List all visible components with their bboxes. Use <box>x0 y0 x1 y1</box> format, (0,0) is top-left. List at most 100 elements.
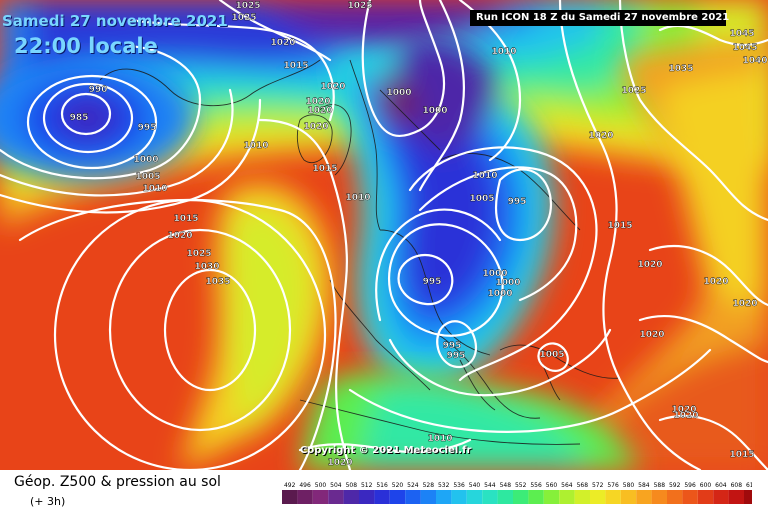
isobar-label: 1020 <box>270 38 295 48</box>
scale-label: 536 <box>453 482 465 489</box>
isobar-label: 1020 <box>671 405 696 415</box>
scale-swatch <box>682 490 698 504</box>
isobar-label: 1025 <box>235 1 260 11</box>
isobar-label: 1005 <box>469 194 494 204</box>
isobar-label: 1030 <box>194 262 219 272</box>
scale-label: 572 <box>592 482 604 489</box>
isobar-label: 1020 <box>303 122 328 132</box>
scale-label: 548 <box>500 482 512 489</box>
scale-label: 496 <box>299 482 311 489</box>
scale-swatch <box>420 490 436 504</box>
isobar-label: 1020 <box>167 231 192 241</box>
isobar-label: 1015 <box>607 221 632 231</box>
isobar-label: 995 <box>423 277 442 287</box>
isobar-label: 1020 <box>588 131 613 141</box>
isobar-label: 1020 <box>703 277 728 287</box>
isobar-label: 1015 <box>173 214 198 224</box>
legend-footer: Géop. Z500 & pression au sol (+ 3h) 492 4… <box>0 470 768 512</box>
scale-label: 592 <box>669 482 681 489</box>
scale-swatch <box>543 490 560 504</box>
isobar-label: 1020 <box>637 260 662 270</box>
scale-label: 504 <box>330 482 342 489</box>
scale-label: 588 <box>654 482 666 489</box>
scale-swatch <box>574 490 590 504</box>
scale-label: 552 <box>515 482 527 489</box>
isobar-label: 1015 <box>283 61 308 71</box>
scale-swatch <box>497 490 513 504</box>
scale-swatch <box>466 490 483 504</box>
scale-label: 608 <box>731 482 743 489</box>
isobar-label: 1020 <box>639 330 664 340</box>
scale-swatch <box>359 490 375 504</box>
isobar-label: 1010 <box>472 171 497 181</box>
isobar-label: 1005 <box>135 172 160 182</box>
isobar-label: 1005 <box>539 350 564 360</box>
scale-swatch <box>297 490 313 504</box>
run-info: Run ICON 18 Z du Samedi 27 novembre 2021 <box>470 10 729 26</box>
isobar-label: 990 <box>89 85 108 95</box>
isobar-label: 1045 <box>732 43 757 53</box>
scale-swatch <box>282 490 298 504</box>
scale-label: 560 <box>546 482 558 489</box>
isobar-label: 1040 <box>742 56 767 66</box>
scale-label: 568 <box>577 482 589 489</box>
scale-swatch <box>605 490 621 504</box>
map-title: Géop. Z500 & pression au sol <box>14 474 221 490</box>
isobar-label: 1010 <box>427 434 452 444</box>
isobar-label: 1025 <box>186 249 211 259</box>
forecast-offset: (+ 3h) <box>30 495 66 508</box>
isobar-label: 995 <box>447 351 466 361</box>
scale-label: 508 <box>346 482 358 489</box>
isobar-label: 995 <box>138 123 157 133</box>
scale-swatch <box>343 490 359 504</box>
scale-swatch <box>744 490 752 504</box>
color-scale: 492 496 500 504 508 512 516 520 524 528 532 536 540 5… <box>282 482 752 504</box>
scale-swatch <box>389 490 406 504</box>
scale-swatch <box>528 490 544 504</box>
isobar-label: 1000 <box>133 155 158 165</box>
scale-swatch <box>620 490 637 504</box>
isobar-label: 1020 <box>327 458 352 468</box>
isobar-label: 1035 <box>668 64 693 74</box>
scale-swatch <box>559 490 575 504</box>
scale-label: 612 <box>746 482 752 489</box>
isobar-label: 1000 <box>386 88 411 98</box>
scale-label: 564 <box>561 482 573 489</box>
isobar-label: 1010 <box>345 193 370 203</box>
isobar-label: 1010 <box>142 184 167 194</box>
scale-swatch <box>651 490 667 504</box>
scale-swatch <box>436 490 452 504</box>
scale-label: 584 <box>638 482 650 489</box>
scale-swatch <box>697 490 714 504</box>
scale-label: 596 <box>684 482 696 489</box>
isobar-label: 1000 <box>495 278 520 288</box>
isobar-label: 1015 <box>729 450 754 460</box>
scale-label: 528 <box>423 482 435 489</box>
scale-label: 532 <box>438 482 450 489</box>
scale-label: 580 <box>623 482 635 489</box>
scale-label: 500 <box>315 482 327 489</box>
scale-label: 544 <box>484 482 496 489</box>
scale-swatch <box>451 490 467 504</box>
isobar-label: 985 <box>70 113 89 123</box>
isobar-labels: 1025102510251020101510201020102010201010… <box>69 1 767 468</box>
forecast-date: Samedi 27 novembre 2021 <box>2 12 228 30</box>
weather-map: 1025 1025 1025 1020 1015 1020 1020 1020 1020 1010… <box>0 0 768 470</box>
scale-swatch <box>728 490 744 504</box>
isobar-label: 1025 <box>347 1 372 11</box>
scale-label: 512 <box>361 482 373 489</box>
isobar-label: 995 <box>508 197 527 207</box>
isobar-label: 1035 <box>205 277 230 287</box>
map-canvas: 1025102510251020101510201020102010201010… <box>0 0 768 470</box>
geopotential-field <box>0 0 768 470</box>
isobar-label: 1045 <box>729 29 754 39</box>
scale-label: 576 <box>607 482 619 489</box>
scale-swatch <box>374 490 390 504</box>
isobars <box>0 0 768 470</box>
forecast-time: 22:00 locale <box>14 34 158 58</box>
scale-label: 492 <box>284 482 296 489</box>
isobar-label: 1020 <box>307 106 332 116</box>
scale-label: 516 <box>376 482 388 489</box>
isobar-label: 1020 <box>673 411 698 421</box>
isobar-label: 1010 <box>491 47 516 57</box>
